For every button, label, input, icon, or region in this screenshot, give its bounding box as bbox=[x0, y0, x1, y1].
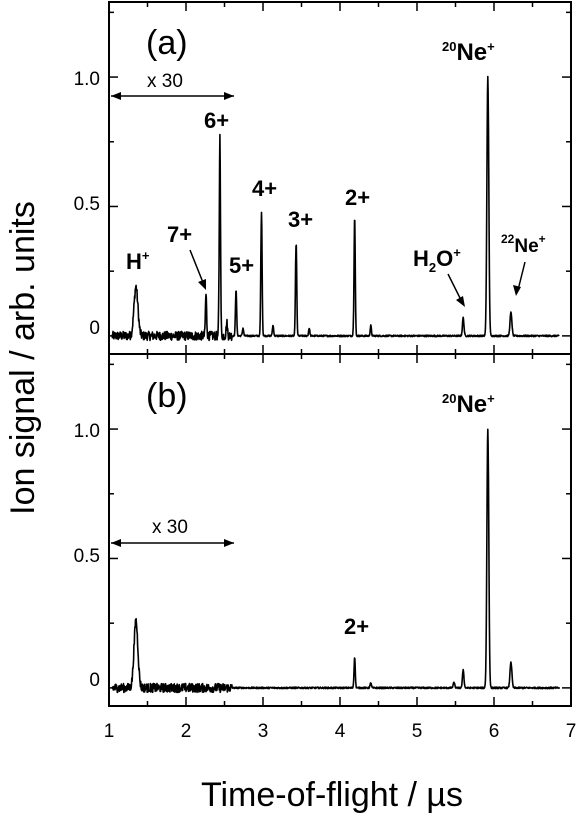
peak-7plus-pointer-head bbox=[198, 279, 206, 290]
panel-b-label: (b) bbox=[146, 377, 188, 415]
peak-label-2plus-b: 2+ bbox=[344, 614, 369, 639]
xtick-4: 4 bbox=[335, 721, 346, 742]
panel-a-label: (a) bbox=[146, 24, 188, 62]
peak-label-h2o-plus: H2O+ bbox=[413, 245, 461, 275]
peak-ne22-pointer-head bbox=[513, 285, 521, 296]
panel-a-ytick-0.5: 0.5 bbox=[74, 194, 100, 215]
xtick-3: 3 bbox=[258, 721, 269, 742]
panel-b-scale-label: x 30 bbox=[152, 517, 188, 538]
xtick-6: 6 bbox=[489, 721, 500, 742]
peak-label-h-plus: H+ bbox=[126, 248, 150, 274]
peak-h2o-pointer bbox=[447, 273, 463, 303]
panel-a-ytick-0: 0 bbox=[89, 318, 100, 339]
peak-label-ne20-a: 20Ne+ bbox=[442, 39, 495, 66]
xtick-5: 5 bbox=[412, 721, 423, 742]
x-axis-title: Time-of-flight / µs bbox=[201, 776, 463, 814]
peak-label-4plus: 4+ bbox=[252, 176, 277, 201]
panel-b-scale-arrowhead-left bbox=[111, 539, 121, 547]
panel-b-ticks bbox=[108, 354, 572, 706]
peak-label-ne22: 22Ne+ bbox=[501, 232, 546, 257]
peak-label-2plus-a: 2+ bbox=[345, 185, 370, 210]
peak-label-6plus: 6+ bbox=[204, 108, 229, 133]
panel-b-ytick-1.0: 1.0 bbox=[74, 421, 100, 442]
peak-ne22-pointer bbox=[517, 261, 526, 291]
peak-label-5plus: 5+ bbox=[229, 253, 254, 278]
peak-label-3plus: 3+ bbox=[288, 207, 313, 232]
panel-b-ytick-0: 0 bbox=[89, 670, 100, 691]
peak-7plus-pointer bbox=[189, 249, 205, 286]
panel-b-spectrum-trace bbox=[111, 428, 561, 694]
peak-label-ne20-b: 20Ne+ bbox=[442, 391, 495, 418]
panel-a-scale-arrowhead-right bbox=[224, 92, 234, 100]
panel-b-scale-arrowhead-right bbox=[224, 539, 234, 547]
panel-a-ytick-1.0: 1.0 bbox=[74, 69, 100, 90]
panel-b-ytick-0.5: 0.5 bbox=[74, 546, 100, 567]
panel-a-scale-arrowhead-left bbox=[111, 92, 121, 100]
peak-h2o-pointer-head bbox=[456, 296, 465, 307]
panel-a-spectrum-trace bbox=[111, 75, 560, 342]
panel-a-ticks bbox=[108, 2, 572, 354]
y-axis-title: Ion signal / arb. units bbox=[4, 201, 42, 515]
panel-a-scale-label: x 30 bbox=[147, 71, 183, 92]
xtick-2: 2 bbox=[181, 721, 192, 742]
peak-label-7plus: 7+ bbox=[167, 222, 192, 247]
xtick-1: 1 bbox=[104, 721, 115, 742]
xtick-7: 7 bbox=[566, 721, 577, 742]
